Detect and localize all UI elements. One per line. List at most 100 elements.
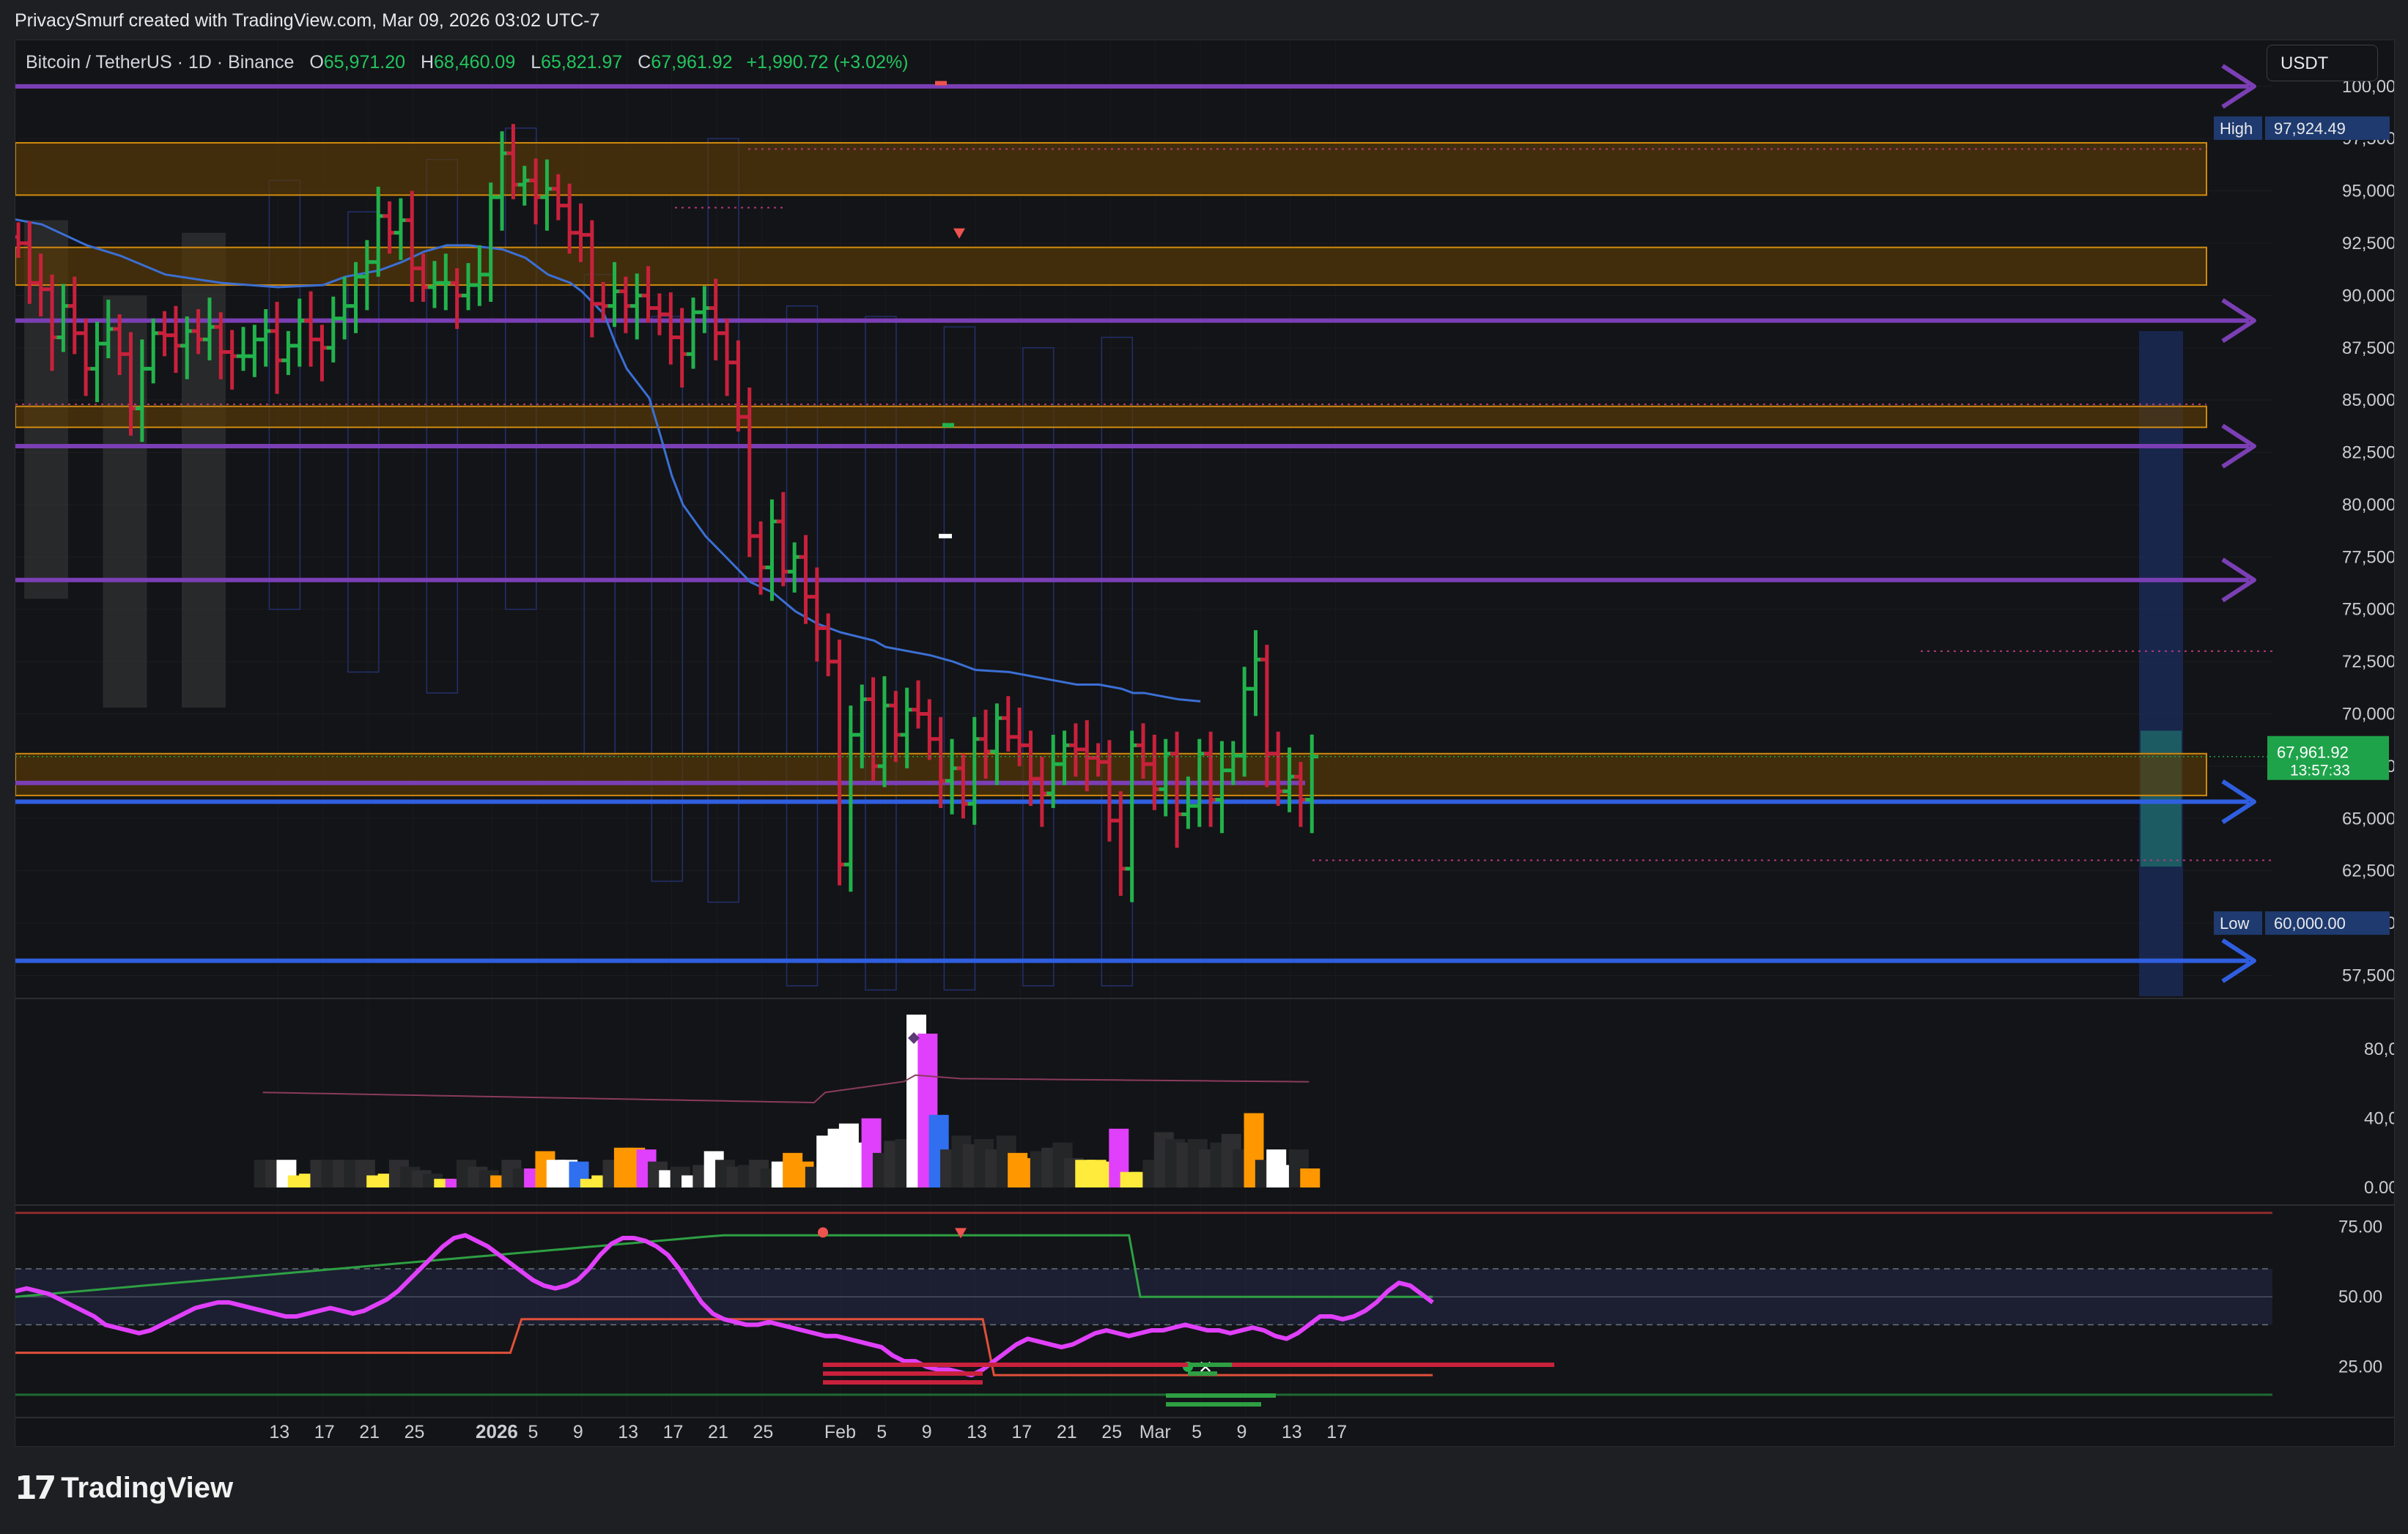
price-tick-label: 75,000.00 <box>2342 600 2394 620</box>
candle <box>843 705 857 892</box>
time-tick-label: 5 <box>1192 1422 1202 1442</box>
currency-selector[interactable]: USDT <box>2267 45 2378 81</box>
volume-tick-label: 40,000.00 <box>2364 1109 2394 1129</box>
highlight-column <box>103 295 147 708</box>
candle <box>338 276 352 340</box>
price-tick-label: 70,000.00 <box>2342 705 2394 725</box>
candle <box>237 327 250 371</box>
time-tick-label: 21 <box>708 1422 728 1442</box>
price-tick-label: 72,500.00 <box>2342 652 2394 672</box>
time-tick-label: Feb <box>824 1422 856 1442</box>
time-tick-label: 21 <box>359 1422 380 1442</box>
low-badge-label-bg <box>2214 911 2262 935</box>
forecast-column <box>2139 330 2183 996</box>
candle <box>652 293 666 336</box>
price-tick-label: 90,000.00 <box>2342 286 2394 305</box>
supply-zone <box>15 246 2207 286</box>
price-tick-label: 77,500.00 <box>2342 547 2394 567</box>
candle <box>687 297 700 369</box>
level-arrow-icon <box>2221 557 2256 603</box>
symbol-name[interactable]: Bitcoin / TetherUS · 1D · Binance <box>26 52 295 73</box>
rsi-signal-dot <box>818 1227 828 1238</box>
time-tick-label: 13 <box>967 1422 987 1442</box>
volume-tick-label: 80,000.00 <box>2364 1040 2394 1059</box>
volume-ma-line <box>262 1074 1310 1104</box>
session-box <box>505 127 537 610</box>
price-tick-label: 80,000.00 <box>2342 495 2394 515</box>
session-box <box>865 316 897 991</box>
price-tick-label: 57,500.00 <box>2342 966 2394 985</box>
time-tick-label: 9 <box>1237 1422 1247 1442</box>
high-badge-label-bg <box>2214 116 2262 140</box>
tradingview-logo-text: TradingView <box>61 1472 234 1504</box>
candle <box>923 699 937 760</box>
time-tick-label: 9 <box>573 1422 583 1442</box>
time-tick-label: 17 <box>663 1422 684 1442</box>
candle <box>720 318 734 396</box>
high-value: 68,460.09 <box>434 52 516 73</box>
candle <box>765 499 779 601</box>
level-arrow-icon <box>2221 298 2256 344</box>
rsi-upper-envelope <box>15 1234 1433 1298</box>
rsi-line <box>15 1233 1434 1378</box>
candle <box>169 305 182 374</box>
candle <box>1114 791 1128 896</box>
price-tick-label: 87,500.00 <box>2342 338 2394 358</box>
tradingview-logo-icon: 17 <box>15 1470 56 1507</box>
candle <box>326 296 340 363</box>
highlight-column <box>181 232 226 708</box>
supply-zone <box>15 405 2207 429</box>
candle <box>304 291 318 367</box>
level-arrow-icon <box>2221 779 2256 824</box>
time-tick-label: 13 <box>618 1422 638 1442</box>
candle <box>158 311 171 357</box>
sell-triangle-icon <box>953 228 965 239</box>
chart-frame: 100,000.0097,500.0095,000.0092,500.0090,… <box>15 40 2395 1447</box>
rsi-tick-label: 50.00 <box>2338 1287 2382 1307</box>
price-tick-label: 92,500.00 <box>2342 234 2394 253</box>
volume-bar <box>434 1179 454 1187</box>
low-badge-value-bg <box>2265 911 2390 935</box>
low-badge-value: 60,000.00 <box>2274 914 2346 933</box>
candle <box>259 308 273 367</box>
volume-bar <box>1300 1168 1321 1187</box>
candle <box>1249 630 1263 716</box>
symbol-legend: Bitcoin / TetherUS · 1D · Binance O65,97… <box>26 52 909 73</box>
volume-bar <box>580 1179 600 1187</box>
high-badge-value-bg <box>2265 116 2390 140</box>
tradingview-logo: 17 TradingView <box>15 1470 233 1507</box>
supply-zone <box>15 141 2207 196</box>
signal-marker <box>935 81 947 86</box>
last-price-badge <box>2267 735 2389 780</box>
low-badge-label: Low <box>2220 914 2249 933</box>
candle <box>292 298 306 367</box>
time-tick-label: 13 <box>1282 1422 1302 1442</box>
high-label: H <box>420 52 435 73</box>
open-value: 65,971.20 <box>323 52 405 73</box>
candle <box>698 286 712 333</box>
time-tick-label: 17 <box>1326 1422 1347 1442</box>
price-tick-label: 95,000.00 <box>2342 182 2394 201</box>
open-label: O <box>309 52 324 73</box>
rsi-tick-label: 75.00 <box>2338 1218 2382 1237</box>
level-arrow-icon <box>2221 423 2256 469</box>
time-tick-label: 17 <box>1012 1422 1033 1442</box>
time-tick-label: 5 <box>876 1422 887 1442</box>
price-tick-label: 85,000.00 <box>2342 390 2394 410</box>
session-box <box>1022 347 1055 987</box>
price-chart[interactable]: 100,000.0097,500.0095,000.0092,500.0090,… <box>15 40 2394 1446</box>
candle <box>248 325 262 377</box>
candle <box>664 292 678 365</box>
time-tick-label: 9 <box>922 1422 932 1442</box>
candle <box>1001 696 1015 752</box>
candle <box>821 613 835 677</box>
change-value: +1,990.72 (+3.02%) <box>746 52 909 73</box>
level-arrow-icon <box>2221 938 2256 983</box>
close-label: C <box>638 52 651 73</box>
forecast-box <box>2141 730 2182 867</box>
close-value: 67,961.92 <box>651 52 733 73</box>
session-box <box>347 211 380 673</box>
time-tick-label: 25 <box>1101 1422 1122 1442</box>
candle <box>788 542 802 593</box>
level-arrow-icon <box>2221 64 2256 109</box>
